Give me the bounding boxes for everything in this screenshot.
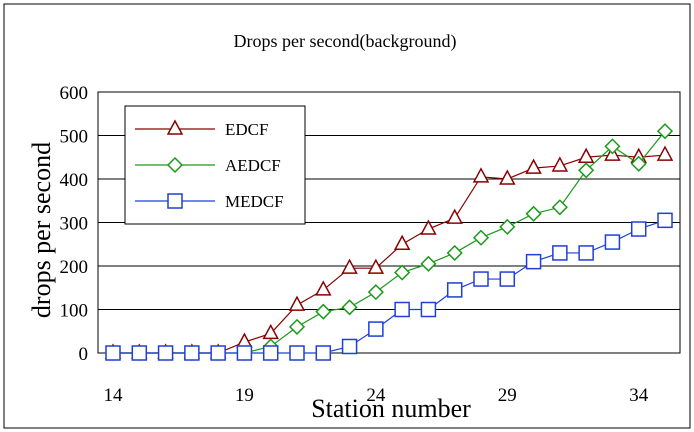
series-line-medcf <box>113 219 666 354</box>
data-point-medcf <box>184 345 200 361</box>
data-point-medcf <box>210 345 226 361</box>
y-tick-label: 200 <box>60 257 89 278</box>
data-point-medcf <box>105 345 121 361</box>
legend-label-edcf: EDCF <box>225 120 268 139</box>
x-tick-label: 19 <box>235 385 254 406</box>
legend-label-medcf: MEDCF <box>225 192 284 211</box>
data-point-medcf <box>315 345 332 361</box>
data-point-medcf <box>552 245 568 261</box>
data-point-medcf <box>289 345 305 361</box>
data-point-aedcf <box>630 155 647 172</box>
data-point-medcf <box>262 345 279 361</box>
legend-marker-medcf <box>167 193 183 209</box>
plot-area <box>97 91 681 354</box>
chart-title: Drops per second(background) <box>234 31 457 52</box>
chart-border <box>3 3 691 429</box>
data-point-aedcf <box>367 284 384 301</box>
data-point-medcf <box>157 345 174 361</box>
data-point-aedcf <box>656 123 674 140</box>
legend-marker-aedcf <box>166 156 184 174</box>
data-point-aedcf <box>472 229 490 246</box>
data-point-aedcf <box>420 255 437 272</box>
data-point-medcf <box>604 234 621 250</box>
data-point-aedcf <box>604 138 621 155</box>
data-point-aedcf <box>394 264 411 281</box>
legend-marker-edcf <box>166 119 184 135</box>
data-point-edcf <box>446 208 463 224</box>
data-point-medcf <box>341 338 358 355</box>
data-point-medcf <box>131 345 148 361</box>
y-tick-label: 100 <box>60 301 89 322</box>
data-point-medcf <box>394 301 410 318</box>
data-point-aedcf <box>578 162 595 179</box>
y-tick-label: 400 <box>60 170 89 191</box>
legend-entry-aedcf: AEDCF <box>135 156 281 175</box>
legend-entry-medcf: MEDCF <box>135 192 284 211</box>
x-axis-title: Station number <box>311 394 471 423</box>
y-tick-label: 500 <box>60 127 89 148</box>
y-tick-label: 300 <box>60 214 89 235</box>
y-axis-title: drops per second <box>27 142 56 318</box>
data-point-aedcf <box>499 218 516 235</box>
y-axis-ticks: 0 100 200 300 400 500 600 <box>60 83 89 365</box>
x-axis-ticks: 14 19 24 29 34 <box>104 385 649 406</box>
data-point-aedcf <box>525 205 542 222</box>
data-point-medcf <box>236 345 253 361</box>
data-point-medcf <box>368 321 384 337</box>
data-point-medcf <box>578 245 594 261</box>
y-tick-label: 600 <box>60 83 89 104</box>
y-tick-label: 0 <box>79 344 89 365</box>
data-point-edcf <box>656 145 674 161</box>
data-point-medcf <box>473 271 489 287</box>
data-point-edcf <box>288 295 306 311</box>
data-point-medcf <box>420 301 437 318</box>
data-point-edcf <box>551 156 569 172</box>
legend-label-aedcf: AEDCF <box>225 156 281 175</box>
data-point-aedcf <box>341 299 358 316</box>
data-point-medcf <box>446 282 463 298</box>
legend-items: EDCF AEDCF MEDCF <box>135 119 284 211</box>
x-tick-label: 29 <box>498 385 517 406</box>
x-tick-label: 34 <box>629 385 649 406</box>
data-point-edcf <box>525 158 542 174</box>
data-point-medcf <box>630 221 647 237</box>
data-point-aedcf <box>315 303 332 320</box>
data-point-edcf <box>472 167 490 183</box>
series-layer <box>104 123 674 362</box>
data-point-edcf <box>499 169 516 185</box>
data-point-medcf <box>657 212 673 229</box>
data-point-aedcf <box>446 244 463 262</box>
data-point-aedcf <box>551 199 568 216</box>
data-point-aedcf <box>288 318 306 335</box>
data-point-edcf <box>393 234 411 250</box>
series-medcf <box>105 212 673 361</box>
data-point-edcf <box>341 258 358 274</box>
data-point-edcf <box>367 258 385 274</box>
x-tick-label: 24 <box>366 385 386 406</box>
data-point-edcf <box>315 280 332 296</box>
data-point-medcf <box>525 253 542 270</box>
legend-entry-edcf: EDCF <box>135 119 268 139</box>
data-point-medcf <box>499 271 516 287</box>
legend: EDCF AEDCF MEDCF <box>124 105 306 225</box>
data-point-edcf <box>420 219 437 235</box>
x-tick-label: 14 <box>104 385 124 406</box>
